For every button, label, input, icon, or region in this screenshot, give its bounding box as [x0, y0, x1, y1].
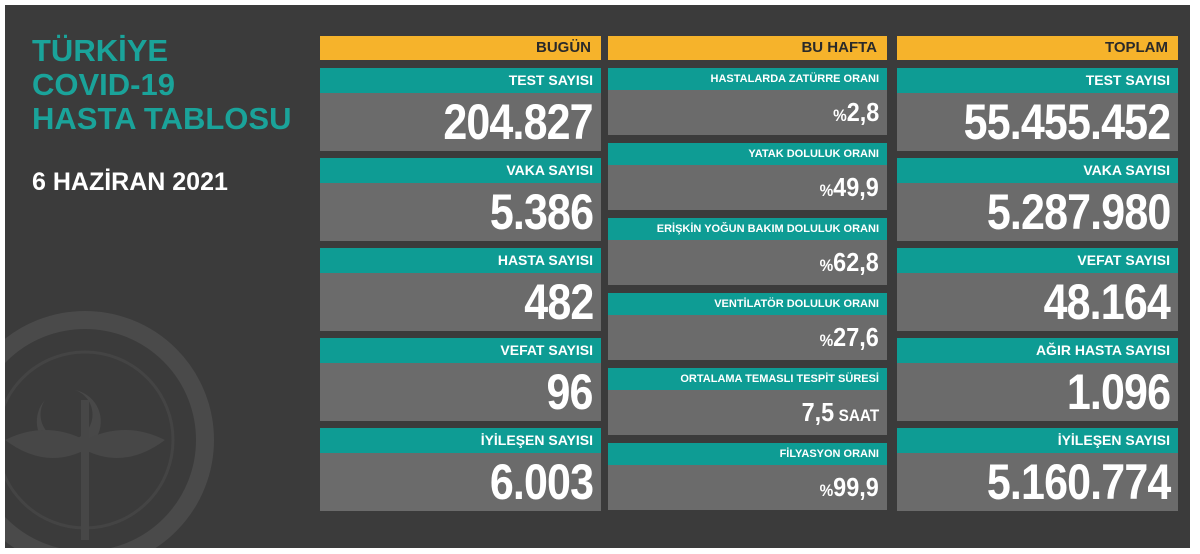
item-value: 482	[523, 273, 594, 331]
item-label: ERİŞKİN YOĞUN BAKIM DOLULUK ORANI	[608, 218, 887, 240]
item-label: VAKA SAYISI	[897, 158, 1178, 183]
value-prefix: %	[819, 256, 834, 275]
item-value: 6.003	[489, 453, 594, 511]
title-line: TÜRKİYE	[32, 33, 169, 68]
item-value-box: 5.160.774	[897, 453, 1178, 511]
item-value: 1.096	[1066, 363, 1171, 421]
value-prefix: %	[819, 331, 834, 350]
value-number: 62,8	[833, 247, 879, 277]
item-value: %49,9	[820, 165, 879, 210]
value-number: 49,9	[833, 172, 879, 202]
value-number: 482	[523, 274, 594, 330]
value-prefix: %	[819, 181, 834, 200]
item-label: VAKA SAYISI	[320, 158, 601, 183]
item-value: 55.455.452	[963, 93, 1170, 151]
title-line: COVID-19	[32, 67, 175, 102]
item-value-box: 55.455.452	[897, 93, 1178, 151]
value-number: 1.096	[1066, 364, 1171, 420]
value-number: 5.287.980	[986, 184, 1170, 240]
value-number: 6.003	[489, 454, 594, 510]
item-value-box: 6.003	[320, 453, 601, 511]
item-value: %99,9	[820, 465, 879, 510]
item-label: VEFAT SAYISI	[320, 338, 601, 363]
value-suffix: SAAT	[838, 406, 879, 425]
item-label: İYİLEŞEN SAYISI	[897, 428, 1178, 453]
item-value: 48.164	[1043, 273, 1171, 331]
column-heading: BU HAFTA	[608, 36, 887, 60]
item-value: %62,8	[820, 240, 879, 285]
value-number: 99,9	[833, 472, 879, 502]
item-value-box: 7,5 SAAT	[608, 390, 887, 435]
value-number: 204.827	[443, 94, 594, 150]
item-value-box: 1.096	[897, 363, 1178, 421]
value-number: 7,5	[801, 397, 834, 427]
item-value-box: 5.287.980	[897, 183, 1178, 241]
item-label: ORTALAMA TEMASLI TESPİT SÜRESİ	[608, 368, 887, 390]
item-value: 96	[546, 363, 594, 421]
item-value-box: %49,9	[608, 165, 887, 210]
value-number: 48.164	[1043, 274, 1171, 330]
item-value-box: %27,6	[608, 315, 887, 360]
value-prefix: %	[819, 481, 834, 500]
item-label: TEST SAYISI	[897, 68, 1178, 93]
emblem-ring	[5, 311, 214, 548]
item-label: HASTA SAYISI	[320, 248, 601, 273]
title: TÜRKİYE COVID-19 HASTA TABLOSU	[32, 34, 291, 136]
value-number: 96	[546, 364, 594, 420]
date: 6 HAZİRAN 2021	[32, 168, 228, 196]
item-value: 5.160.774	[986, 453, 1170, 511]
item-value-box: 5.386	[320, 183, 601, 241]
value-number: 27,6	[833, 322, 879, 352]
value-number: 55.455.452	[963, 94, 1170, 150]
item-label: AĞIR HASTA SAYISI	[897, 338, 1178, 363]
item-value: 204.827	[443, 93, 594, 151]
item-value-box: 96	[320, 363, 601, 421]
item-label: FİLYASYON ORANI	[608, 443, 887, 465]
item-value-box: %2,8	[608, 90, 887, 135]
item-label: VEFAT SAYISI	[897, 248, 1178, 273]
item-value: 5.287.980	[986, 183, 1170, 241]
column-heading: TOPLAM	[897, 36, 1178, 60]
item-value-box: 482	[320, 273, 601, 331]
item-value-box: %62,8	[608, 240, 887, 285]
item-value: %2,8	[833, 90, 879, 135]
item-value: %27,6	[820, 315, 879, 360]
item-value-box: 204.827	[320, 93, 601, 151]
item-label: HASTALARDA ZATÜRRE ORANI	[608, 68, 887, 90]
value-prefix: %	[832, 106, 847, 125]
item-value-box: %99,9	[608, 465, 887, 510]
column-heading: BUGÜN	[320, 36, 601, 60]
item-value-box: 48.164	[897, 273, 1178, 331]
value-number: 5.386	[489, 184, 594, 240]
value-number: 2,8	[846, 97, 879, 127]
item-value: 7,5 SAAT	[801, 390, 879, 435]
item-label: VENTİLATÖR DOLULUK ORANI	[608, 293, 887, 315]
title-line: HASTA TABLOSU	[32, 101, 292, 136]
item-label: TEST SAYISI	[320, 68, 601, 93]
emblem-staff	[81, 400, 89, 540]
item-label: İYİLEŞEN SAYISI	[320, 428, 601, 453]
item-value: 5.386	[489, 183, 594, 241]
emblem	[5, 311, 214, 548]
item-label: YATAK DOLULUK ORANI	[608, 143, 887, 165]
value-number: 5.160.774	[986, 454, 1170, 510]
